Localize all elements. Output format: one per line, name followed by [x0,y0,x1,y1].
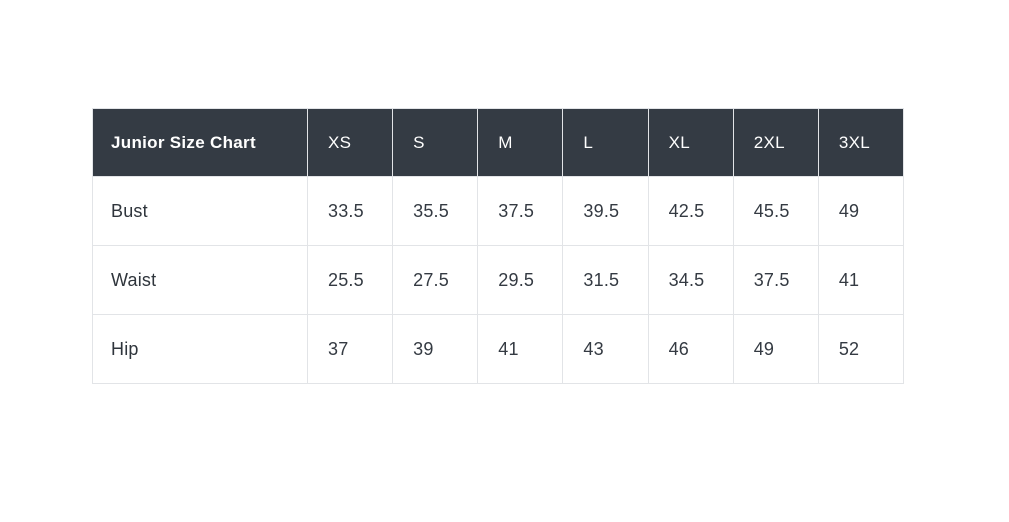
bust-value-3xl: 49 [817,176,905,246]
table-row-hip: Hip 37 39 41 43 46 49 52 [92,314,905,384]
waist-value-2xl: 37.5 [732,245,819,315]
bust-value-m: 37.5 [477,176,564,246]
hip-value-3xl: 52 [817,314,905,384]
hip-value-xl: 46 [647,314,734,384]
bust-value-s: 35.5 [392,176,479,246]
hip-value-2xl: 49 [732,314,819,384]
table-title: Junior Size Chart [92,108,308,177]
hip-value-m: 41 [477,314,564,384]
header-size-m: M [477,108,564,177]
bust-value-xl: 42.5 [647,176,734,246]
hip-value-xs: 37 [306,314,394,384]
bust-value-2xl: 45.5 [732,176,819,246]
hip-value-s: 39 [392,314,479,384]
header-size-3xl: 3XL [817,108,905,177]
row-label-bust: Bust [92,176,308,246]
header-size-2xl: 2XL [732,108,819,177]
header-size-xs: XS [306,108,394,177]
waist-value-3xl: 41 [817,245,905,315]
hip-value-l: 43 [562,314,649,384]
table-header-row: Junior Size Chart XS S M L XL 2XL 3XL [92,108,905,177]
size-chart-table: Junior Size Chart XS S M L XL 2XL 3XL Bu… [92,108,905,384]
table-row-waist: Waist 25.5 27.5 29.5 31.5 34.5 37.5 41 [92,245,905,315]
table-row-bust: Bust 33.5 35.5 37.5 39.5 42.5 45.5 49 [92,176,905,246]
waist-value-l: 31.5 [562,245,649,315]
row-label-waist: Waist [92,245,308,315]
header-size-l: L [562,108,649,177]
waist-value-xl: 34.5 [647,245,734,315]
waist-value-s: 27.5 [392,245,479,315]
waist-value-xs: 25.5 [306,245,394,315]
bust-value-xs: 33.5 [306,176,394,246]
size-chart-container: Junior Size Chart XS S M L XL 2XL 3XL Bu… [92,108,905,384]
waist-value-m: 29.5 [477,245,564,315]
row-label-hip: Hip [92,314,308,384]
bust-value-l: 39.5 [562,176,649,246]
header-size-s: S [392,108,479,177]
header-size-xl: XL [647,108,734,177]
